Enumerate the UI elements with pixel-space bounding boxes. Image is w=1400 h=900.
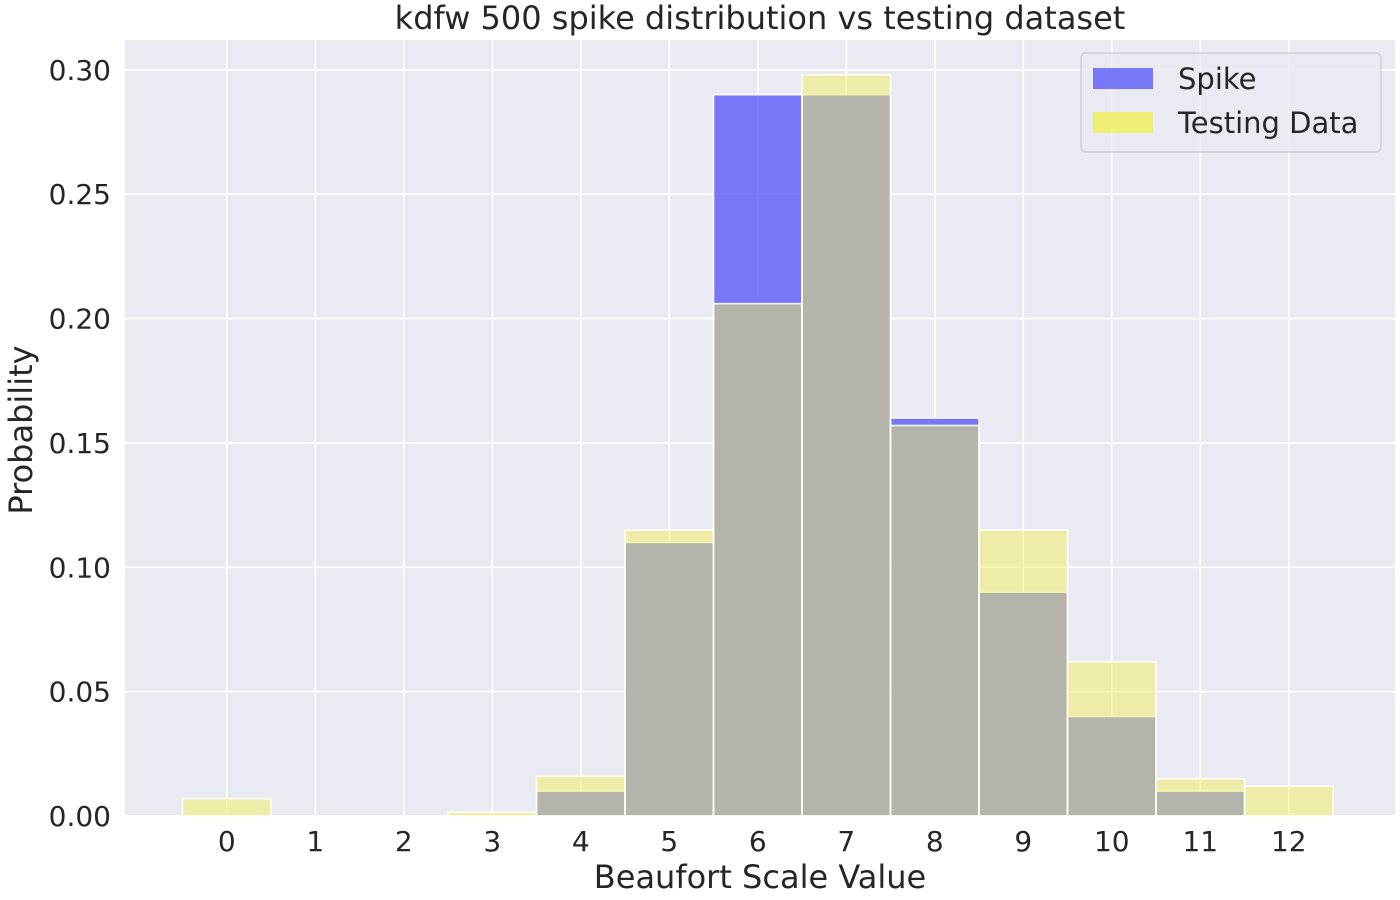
- testing-data-bar-0: [181, 797, 272, 817]
- testing-data-bar-10: [1066, 660, 1157, 817]
- legend-box: [1080, 52, 1382, 153]
- y-tick-label: 0.20: [49, 303, 111, 336]
- x-tick-label: 6: [749, 825, 767, 858]
- testing-data-bar-5: [624, 529, 715, 817]
- x-tick-label: 9: [1014, 825, 1032, 858]
- y-tick-label: 0.30: [49, 54, 111, 87]
- y-tick-label: 0.25: [49, 178, 111, 211]
- chart-title: kdfw 500 spike distribution vs testing d…: [395, 0, 1126, 37]
- x-tick-label: 5: [660, 825, 678, 858]
- y-tick-labels: 0.00 0.05 0.10 0.15 0.20 0.25 0.30: [49, 54, 111, 833]
- x-tick-label: 4: [572, 825, 590, 858]
- x-tick-label: 2: [395, 825, 413, 858]
- x-tick-labels: 0 1 2 3 4 5 6 7 8 9 10 11 12: [218, 825, 1307, 858]
- x-tick-label: 1: [306, 825, 324, 858]
- testing-data-bar-7: [801, 74, 892, 817]
- x-axis-label: Beaufort Scale Value: [594, 858, 926, 896]
- y-tick-label: 0.15: [49, 427, 111, 460]
- testing-data-bar-8: [889, 424, 980, 817]
- legend: Spike Testing Data: [1080, 52, 1382, 153]
- testing-data-bars: [181, 74, 1334, 817]
- y-axis-label: Probability: [2, 345, 40, 514]
- x-tick-label: 8: [926, 825, 944, 858]
- testing-data-bar-9: [978, 529, 1069, 817]
- testing-data-bar-12: [1243, 785, 1334, 817]
- y-tick-label: 0.10: [49, 551, 111, 584]
- x-tick-label: 7: [837, 825, 855, 858]
- x-tick-label: 0: [218, 825, 236, 858]
- x-tick-label: 11: [1182, 825, 1218, 858]
- legend-label-testing-data: Testing Data: [1177, 106, 1358, 140]
- testing-data-bar-3: [447, 811, 538, 817]
- x-tick-label: 3: [483, 825, 501, 858]
- y-tick-label: 0.05: [49, 676, 111, 709]
- testing-data-bar-4: [535, 775, 626, 817]
- legend-swatch-spike: [1093, 68, 1153, 89]
- y-tick-label: 0.00: [49, 800, 111, 833]
- legend-swatch-testing-data: [1093, 112, 1153, 133]
- x-tick-label: 12: [1271, 825, 1307, 858]
- legend-label-spike: Spike: [1178, 62, 1256, 96]
- x-tick-label: 10: [1094, 825, 1130, 858]
- testing-data-bar-11: [1155, 777, 1246, 817]
- testing-data-bar-6: [712, 302, 803, 817]
